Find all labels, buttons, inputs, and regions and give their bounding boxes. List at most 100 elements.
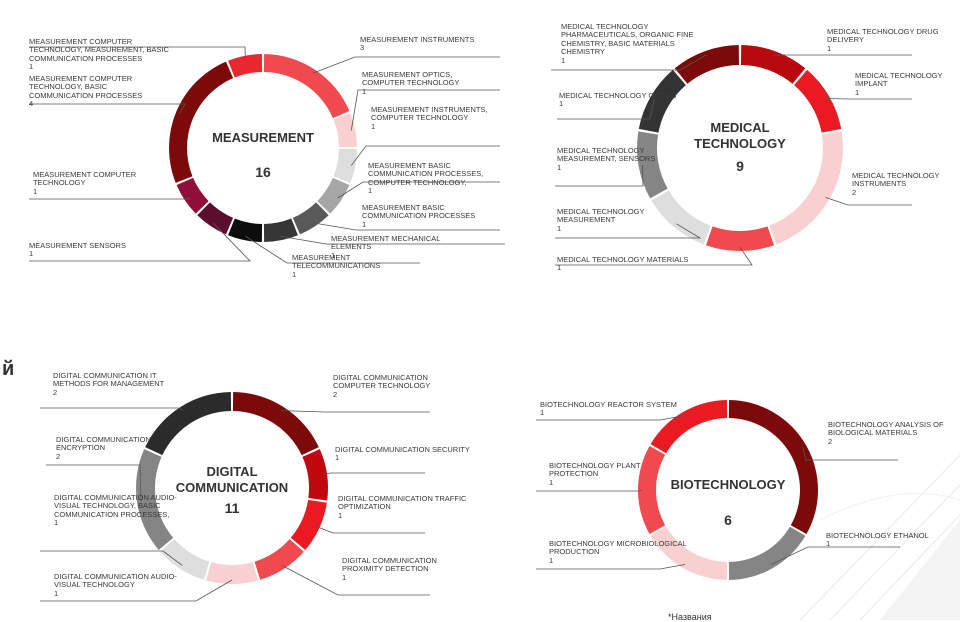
slice-label-value: 1 <box>561 57 701 65</box>
measurement-slice <box>228 219 262 242</box>
slice-label-text: MEASUREMENT COMPUTER TECHNOLOGY, BASIC C… <box>29 75 169 100</box>
measurement-slice <box>264 54 349 118</box>
slice-label-value: 1 <box>338 512 473 520</box>
biotechnology-slice-label: BIOTECHNOLOGY MICROBIOLOGICAL PRODUCTION… <box>549 540 689 565</box>
digital-communication-leader-line <box>323 473 425 475</box>
slice-label-text: MEASUREMENT TELECOMMUNICATIONS <box>292 254 427 271</box>
slice-label-value: 1 <box>368 187 503 195</box>
digital-communication-leader-line <box>40 408 182 411</box>
slice-label-value: 1 <box>292 271 427 279</box>
digital-communication-slice-label: DIGITAL COMMUNICATION COMPUTER TECHNOLOG… <box>333 374 468 399</box>
slice-label-text: MEDICAL TECHNOLOGY MATERIALS <box>557 256 697 264</box>
slice-label-value: 3 <box>360 44 495 52</box>
digital-communication-slice <box>291 500 327 550</box>
digital-communication-slice <box>255 539 304 580</box>
slice-label-text: MEASUREMENT BASIC COMMUNICATION PROCESSE… <box>368 162 503 187</box>
digital-communication-leader-line <box>316 526 425 533</box>
measurement-slice-label: MEASUREMENT COMPUTER TECHNOLOGY, MEASURE… <box>29 38 169 72</box>
slice-label-text: MEASUREMENT SENSORS <box>29 242 169 250</box>
measurement-slice-label: MEASUREMENT BASIC COMMUNICATION PROCESSE… <box>368 162 503 196</box>
slice-label-text: MEDICAL TECHNOLOGY OPTICS <box>559 92 699 100</box>
digital-communication-chart-total: 11 <box>192 500 272 516</box>
slice-label-value: 1 <box>29 250 169 258</box>
slice-label-value: 2 <box>53 389 193 397</box>
slice-label-text: BIOTECHNOLOGY ETHANOL <box>826 532 955 540</box>
digital-communication-slice <box>206 562 258 584</box>
biotechnology-leader-line <box>802 447 898 460</box>
slice-label-value: 2 <box>56 453 196 461</box>
slice-label-text: MEDICAL TECHNOLOGY IMPLANT <box>855 72 955 89</box>
measurement-chart-title: MEASUREMENT <box>188 130 338 146</box>
slice-label-text: MEASUREMENT BASIC COMMUNICATION PROCESSE… <box>362 204 497 221</box>
digital-communication-slice-label: DIGITAL COMMUNICATION TRAFFIC OPTIMIZATI… <box>338 495 473 520</box>
slice-label-value: 1 <box>371 123 506 131</box>
digital-communication-slice-label: DIGITAL COMMUNICATION AUDIO-VISUAL TECHN… <box>54 573 194 598</box>
measurement-slice-label: MEASUREMENT COMPUTER TECHNOLOGY, BASIC C… <box>29 75 169 109</box>
biotechnology-chart-total: 6 <box>688 512 768 528</box>
medical-technology-chart-total: 9 <box>700 158 780 174</box>
measurement-slice <box>177 178 209 214</box>
measurement-slice-label: MEASUREMENT INSTRUMENTS, COMPUTER TECHNO… <box>371 106 506 131</box>
biotechnology-slice-label: BIOTECHNOLOGY ANALYSIS OF BIOLOGICAL MAT… <box>828 421 955 446</box>
slice-label-text: DIGITAL COMMUNICATION AUDIO-VISUAL TECHN… <box>54 494 194 519</box>
digital-communication-leader-line <box>40 551 182 565</box>
slice-label-text: MEASUREMENT INSTRUMENTS, COMPUTER TECHNO… <box>371 106 506 123</box>
slice-label-text: MEASUREMENT MECHANICAL ELEMENTS <box>331 235 466 252</box>
digital-communication-leader-line <box>282 411 430 412</box>
slice-label-text: BIOTECHNOLOGY ANALYSIS OF BIOLOGICAL MAT… <box>828 421 955 438</box>
slice-label-value: 1 <box>335 454 470 462</box>
medical-technology-leader-line <box>826 198 912 206</box>
slice-label-text: MEASUREMENT INSTRUMENTS <box>360 36 495 44</box>
slice-label-value: 1 <box>54 519 194 527</box>
slice-label-text: MEDICAL TECHNOLOGY INSTRUMENTS <box>852 172 955 189</box>
measurement-donut-chart <box>169 54 357 242</box>
slice-label-value: 1 <box>54 590 194 598</box>
slice-label-text: MEASUREMENT COMPUTER TECHNOLOGY <box>33 171 173 188</box>
measurement-slice <box>293 202 329 234</box>
slice-label-value: 1 <box>855 89 955 97</box>
measurement-slice-label: MEASUREMENT BASIC COMMUNICATION PROCESSE… <box>362 204 497 229</box>
slice-label-text: DIGITAL COMMUNICATION SECURITY <box>335 446 470 454</box>
slice-label-value: 1 <box>29 63 169 71</box>
slice-label-text: DIGITAL COMMUNICATION TRAFFIC OPTIMIZATI… <box>338 495 473 512</box>
digital-communication-slice-label: DIGITAL COMMUNICATION PROXIMITY DETECTIO… <box>342 557 477 582</box>
medical-technology-chart-title: MEDICAL TECHNOLOGY <box>670 120 810 152</box>
cut-off-heading-fragment: й <box>2 358 14 381</box>
slice-label-text: MEASUREMENT OPTICS, COMPUTER TECHNOLOGY <box>362 71 497 88</box>
slice-label-text: MEDICAL TECHNOLOGY MEASUREMENT <box>557 208 697 225</box>
digital-communication-chart-title: DIGITAL COMMUNICATION <box>157 464 307 496</box>
slice-label-value: 1 <box>826 540 955 548</box>
measurement-leader-line <box>29 198 190 199</box>
slice-label-value: 1 <box>827 45 955 53</box>
slice-label-value: 1 <box>557 264 697 272</box>
slice-label-text: DIGITAL COMMUNICATION ENCRYPTION <box>56 436 196 453</box>
slice-label-text: DIGITAL COMMUNICATION COMPUTER TECHNOLOG… <box>333 374 468 391</box>
measurement-slice <box>197 202 233 234</box>
slice-label-text: MEDICAL TECHNOLOGY PHARMACEUTICALS, ORGA… <box>561 23 701 57</box>
slice-label-value: 1 <box>549 557 689 565</box>
slice-label-text: MEASUREMENT COMPUTER TECHNOLOGY, MEASURE… <box>29 38 169 63</box>
digital-communication-slice-label: DIGITAL COMMUNICATION AUDIO-VISUAL TECHN… <box>54 494 194 528</box>
slice-label-value: 1 <box>540 409 680 417</box>
slice-label-value: 1 <box>362 221 497 229</box>
digital-communication-slice <box>233 392 319 455</box>
slice-label-value: 1 <box>362 88 497 96</box>
slice-label-value: 1 <box>342 574 477 582</box>
slice-label-value: 2 <box>852 189 955 197</box>
slice-label-value: 1 <box>557 164 697 172</box>
slice-label-value: 1 <box>559 100 699 108</box>
slice-label-text: MEDICAL TECHNOLOGY DRUG DELIVERY <box>827 28 955 45</box>
medical-technology-slice-label: MEDICAL TECHNOLOGY PHARMACEUTICALS, ORGA… <box>561 23 701 65</box>
